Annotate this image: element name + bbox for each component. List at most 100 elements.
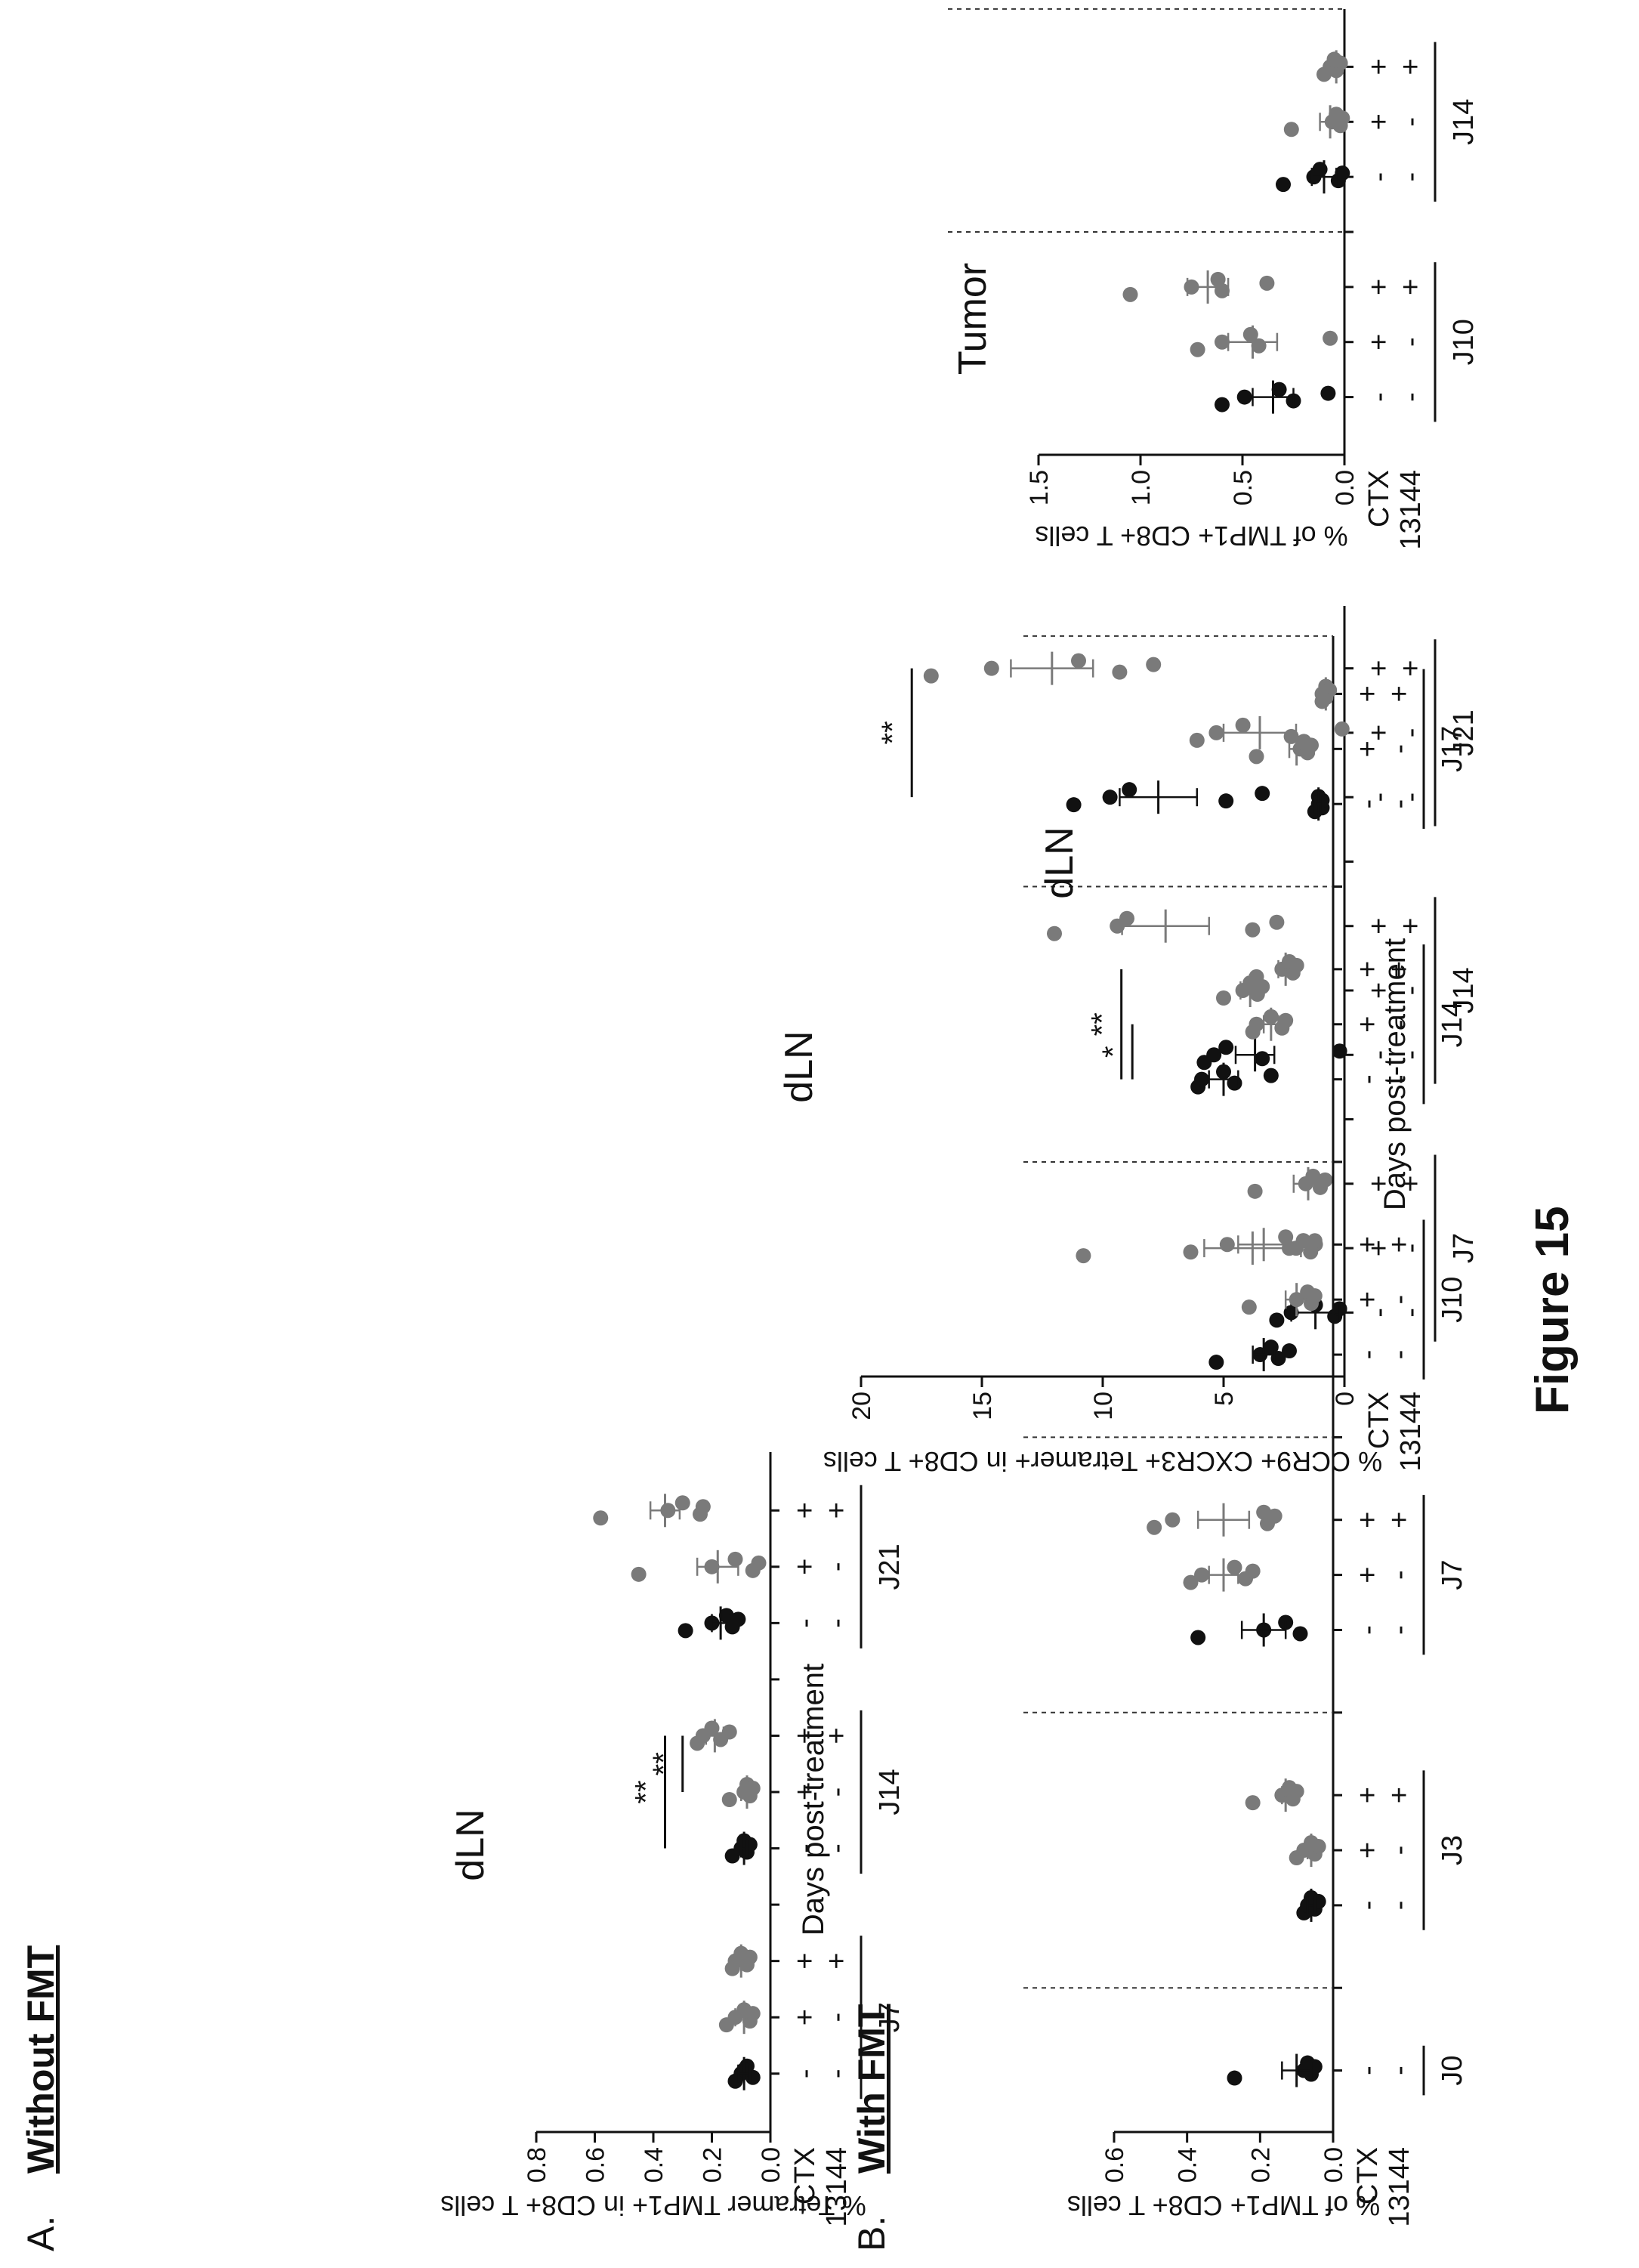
b1-13144-sign: - xyxy=(1384,1570,1415,1580)
a1-13144-sign: - xyxy=(821,2069,853,2078)
a1-y-tick-label: 0.0 xyxy=(757,2147,786,2183)
b2-data-point xyxy=(1320,385,1336,401)
a1-data-point xyxy=(730,1611,746,1627)
b1-ctx-sign: - xyxy=(1352,1901,1384,1911)
a2-y-tick-label: 15 xyxy=(968,1392,997,1420)
b2-data-point xyxy=(1122,286,1138,302)
a1-y-tick-label: 0.2 xyxy=(699,2147,727,2183)
a2-13144-sign: - xyxy=(1395,793,1427,802)
b1-13144-sign: + xyxy=(1384,961,1415,978)
b1-ctx-sign: + xyxy=(1352,961,1384,978)
a2-data-point xyxy=(1071,653,1086,669)
b2-y-tick-label: 1.0 xyxy=(1127,470,1156,505)
b1-ctx-sign: - xyxy=(1352,1625,1384,1635)
b2-data-point xyxy=(1283,122,1299,138)
b1-y-tick-label: 0.4 xyxy=(1174,2147,1202,2183)
b1-data-point xyxy=(1190,1630,1206,1645)
a1-significance-label: ** xyxy=(630,1780,663,1803)
b1-y-axis-label: % of TMP1+ CD8+ T cells xyxy=(1067,2190,1380,2221)
b1-data-point xyxy=(1307,1233,1323,1249)
a2-data-point xyxy=(1076,1248,1091,1264)
b1-13144-sign: - xyxy=(1384,1846,1415,1855)
a1-data-point xyxy=(721,1724,737,1740)
a2-data-point xyxy=(1146,657,1162,672)
a2-y-tick-label: 20 xyxy=(847,1392,876,1420)
b2-day-label: J14 xyxy=(1448,99,1480,145)
a1-day-label: J14 xyxy=(874,1769,906,1815)
a1-data-point xyxy=(751,1555,767,1571)
a2-y-tick-label: 10 xyxy=(1089,1392,1118,1420)
a1-day-label: J21 xyxy=(874,1543,906,1590)
b2-ctx-row-label: CTX xyxy=(1363,470,1395,527)
figure-caption: Figure 15 xyxy=(1526,1206,1579,1414)
b1-data-point xyxy=(1219,1237,1235,1253)
a2-data-point xyxy=(1206,1047,1222,1063)
b1-ctx-sign: + xyxy=(1352,1236,1384,1253)
a1-y-tick-label: 0.8 xyxy=(523,2147,551,2183)
a2-data-point xyxy=(1245,922,1261,938)
b1-data-point xyxy=(1147,1519,1162,1535)
b1-ctx-sign: + xyxy=(1352,1512,1384,1528)
a1-x-axis-label: Days post-treatment xyxy=(797,1664,830,1936)
b1-13144-sign: + xyxy=(1384,685,1415,702)
a2-day-label: J21 xyxy=(1448,709,1480,755)
a1-ctx-sign: - xyxy=(789,1843,821,1853)
b2-chart-title: Tumor xyxy=(951,263,995,375)
b1-day-label: J10 xyxy=(1437,1277,1468,1323)
a1-13144-sign: + xyxy=(821,1727,853,1744)
b2-ctx-sign: + xyxy=(1363,279,1395,295)
b2-ctx-sign: + xyxy=(1363,58,1395,75)
b2-13144-sign: - xyxy=(1395,337,1427,347)
b1-data-point xyxy=(1249,1016,1264,1032)
b2-ctx-sign: + xyxy=(1363,113,1395,130)
b1-data-point xyxy=(1245,1563,1261,1579)
a2-13144-sign: - xyxy=(1395,986,1427,996)
a1-y-axis-label: % Tetramer TMP1+ in CD8+ T cells xyxy=(440,2190,866,2221)
a2-chart-title: dLN xyxy=(777,1030,821,1102)
a1-ctx-sign: + xyxy=(789,2009,821,2025)
b1-data-point xyxy=(1304,737,1319,753)
a1-data-point xyxy=(593,1510,609,1526)
a2-13144-sign: - xyxy=(1395,1244,1427,1253)
b1-13144-sign: - xyxy=(1384,2066,1415,2075)
b1-data-point xyxy=(1165,1512,1181,1528)
a2-13144-sign: + xyxy=(1395,918,1427,935)
b1-data-point xyxy=(1282,1343,1297,1359)
a2-13144-row-label: 13144 xyxy=(1395,1392,1427,1472)
panel-a-letter: A. xyxy=(20,2215,62,2251)
b1-data-point xyxy=(1249,749,1264,765)
b1-data-point xyxy=(1310,1839,1326,1855)
a2-data-point xyxy=(1208,725,1224,740)
a2-13144-sign: + xyxy=(1395,1176,1427,1192)
a2-data-point xyxy=(1189,732,1205,748)
a1-y-tick-label: 0.4 xyxy=(640,2147,668,2183)
a2-ctx-sign: - xyxy=(1363,1050,1395,1060)
b1-data-point xyxy=(1183,1244,1199,1260)
a1-data-point xyxy=(678,1623,693,1639)
b1-ctx-sign: + xyxy=(1352,1566,1384,1583)
a2-significance-label: ** xyxy=(876,721,909,744)
b1-day-label: J17 xyxy=(1437,726,1468,772)
a1-13144-sign: - xyxy=(821,1843,853,1853)
b1-significance-label: ** xyxy=(1086,1012,1119,1036)
a1-ctx-sign: + xyxy=(789,1953,821,1970)
b2-y-axis-label: % of TMP1+ CD8+ T cells xyxy=(1035,521,1347,552)
a2-x-axis-label: Days post-treatment xyxy=(1378,938,1412,1210)
a2-data-point xyxy=(1334,721,1350,737)
a2-data-point xyxy=(1122,782,1137,798)
a2-ctx-sign: - xyxy=(1363,1308,1395,1318)
b1-13144-sign: - xyxy=(1384,1019,1415,1029)
b2-data-point xyxy=(1276,177,1291,193)
a1-ctx-sign: - xyxy=(789,2069,821,2078)
b2-data-point xyxy=(1271,382,1287,397)
b2-data-point xyxy=(1210,271,1226,287)
a1-y-tick-label: 0.6 xyxy=(582,2147,610,2183)
b1-ctx-sign: + xyxy=(1352,740,1384,757)
a2-y-tick-label: 0 xyxy=(1331,1392,1360,1406)
b2-data-point xyxy=(1190,341,1205,357)
a2-data-point xyxy=(1218,793,1234,809)
a2-y-tick-label: 5 xyxy=(1210,1392,1239,1406)
b1-ctx-sign: + xyxy=(1352,1291,1384,1308)
